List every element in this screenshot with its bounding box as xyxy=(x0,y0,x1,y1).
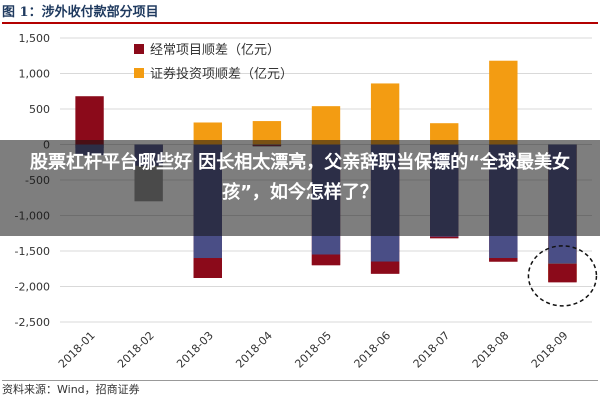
x-tick-label: 2018-04 xyxy=(233,329,275,371)
bar-2-2018-05 xyxy=(311,106,341,145)
legend-label-2: 证券投资项顺差（亿元） xyxy=(150,66,293,82)
y-tick-label: 500 xyxy=(29,103,50,116)
bar-2-2018-04 xyxy=(252,121,282,145)
legend-label-1: 经常项目顺差（亿元） xyxy=(150,43,280,58)
x-tick-label: 2018-06 xyxy=(352,329,394,371)
chart-legend: 经常项目顺差（亿元） 证券投资项顺差（亿元） xyxy=(134,43,293,82)
x-tick-label: 2018-01 xyxy=(56,329,98,371)
bar-current-tail-2018-05 xyxy=(311,254,341,266)
y-tick-labels: 1,5001,0005000-500-1,000-1,500-2,000-2,5… xyxy=(15,32,50,329)
bar-1-2018-01 xyxy=(75,96,104,145)
headline-overlay-text[interactable]: 股票杠杆平台哪些好 因长相太漂亮，父亲辞职当保镖的“全球最美女孩”，如今怎样了？ xyxy=(29,152,571,203)
x-tick-label: 2018-07 xyxy=(411,329,453,371)
legend-swatch-1 xyxy=(134,44,144,54)
bar-current-tail-2018-08 xyxy=(489,258,518,262)
bar-2-2018-08 xyxy=(489,60,518,145)
x-tick-label: 2018-02 xyxy=(115,329,157,371)
y-tick-label: -2,000 xyxy=(15,281,50,294)
y-tick-label: -2,500 xyxy=(15,316,50,329)
chart-annotation xyxy=(527,245,598,307)
y-tick-label: -1,500 xyxy=(15,245,50,258)
bar-current-tail-2018-07 xyxy=(430,236,459,239)
bar-current-tail-2018-09 xyxy=(548,263,577,283)
bar-current-tail-2018-06 xyxy=(370,261,400,274)
bar-current-tail-2018-03 xyxy=(193,258,222,278)
x-tick-label: 2018-03 xyxy=(174,329,216,371)
dashed-circle-annotation xyxy=(527,245,598,307)
x-tick-label: 2018-09 xyxy=(529,329,571,371)
x-tick-label: 2018-08 xyxy=(470,329,512,371)
legend-swatch-2 xyxy=(134,68,144,78)
figure-title: 图 1：涉外收付款部分项目 xyxy=(2,2,598,24)
x-tick-labels: 2018-01 2018-02 2018-03 2018-04 2018-05 2018-… xyxy=(56,329,571,371)
y-tick-label: 1,000 xyxy=(19,68,51,81)
y-tick-label: 1,500 xyxy=(19,32,51,45)
bar-2-2018-03 xyxy=(193,122,222,145)
bar-2-2018-06 xyxy=(370,83,400,145)
source-note: 资料来源：Wind，招商证券 xyxy=(2,380,598,398)
x-tick-label: 2018-05 xyxy=(292,329,334,371)
headline-overlay-band xyxy=(0,140,600,236)
bar-2-2018-07 xyxy=(430,123,459,145)
